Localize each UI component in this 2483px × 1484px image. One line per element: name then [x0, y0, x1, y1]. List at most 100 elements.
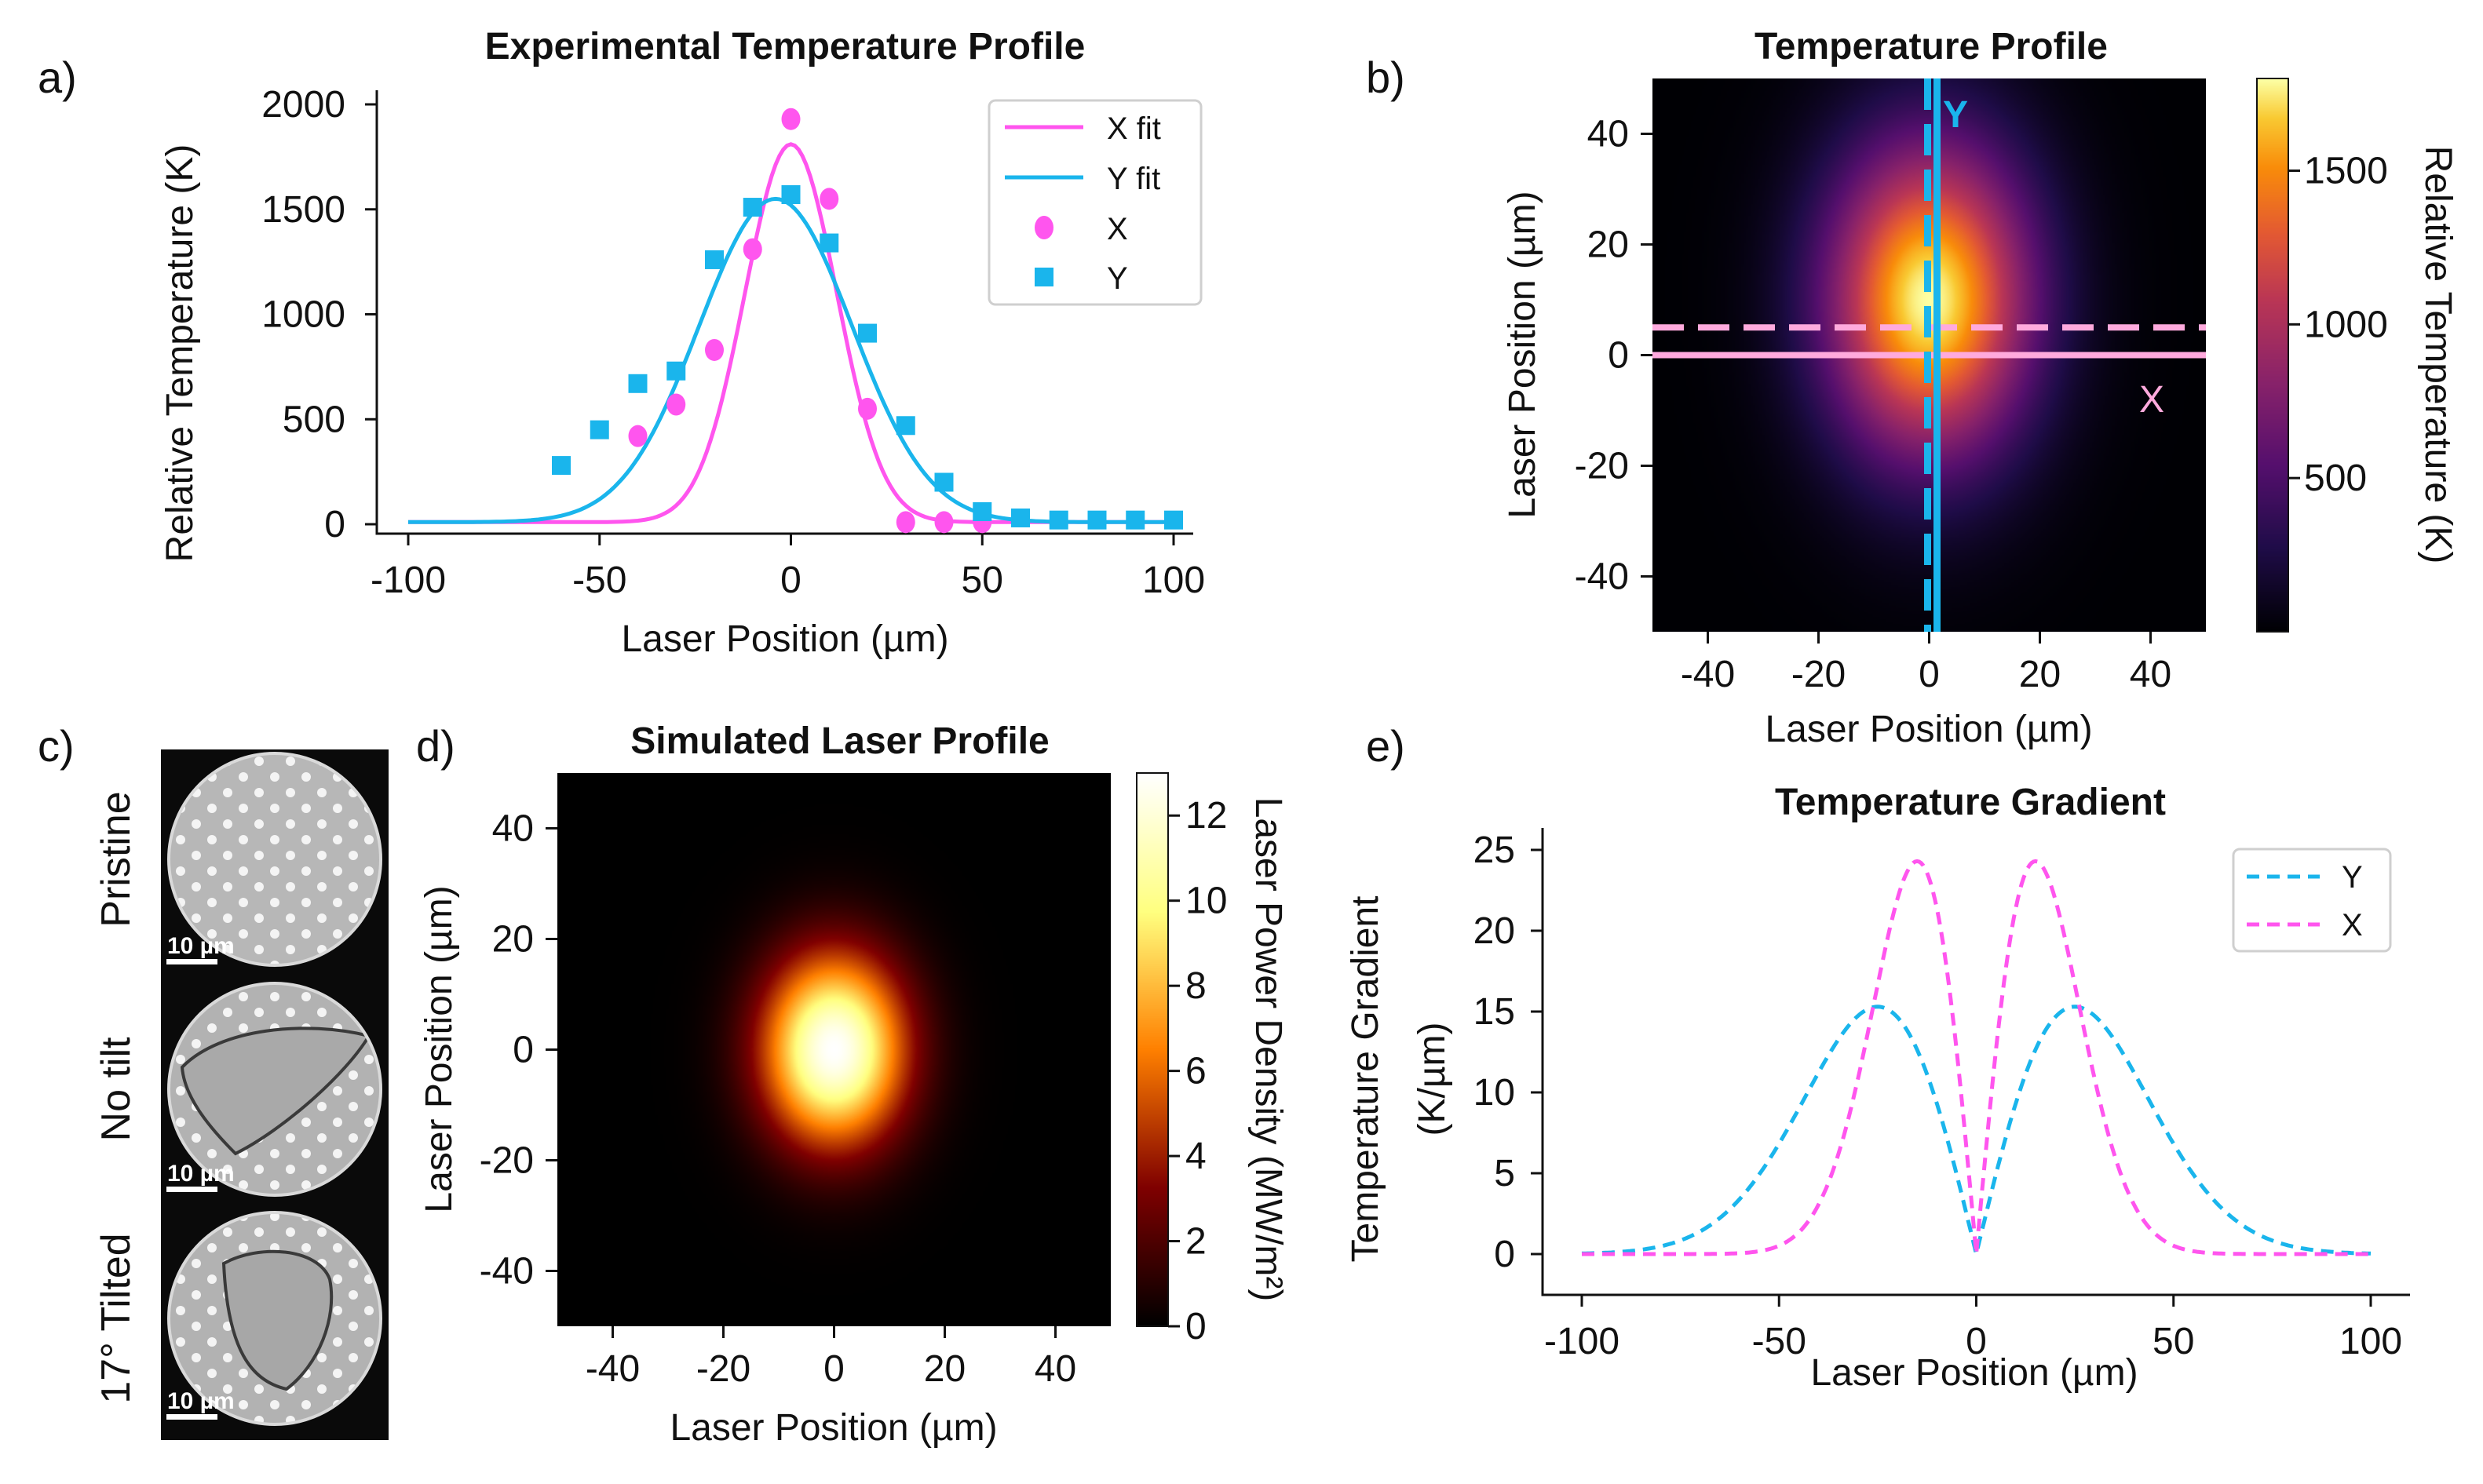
scale-bar-label-3: 10 µm — [167, 1388, 235, 1414]
panel-a-point-y — [1087, 510, 1107, 530]
panel-d-ytick-label: -20 — [480, 1140, 534, 1182]
legend-e-y-label: Y — [2342, 860, 2363, 895]
panel-d-chart: Simulated Laser Profile -40 -20 0 20 40 -40-… — [418, 720, 1289, 1449]
panel-e-legend-box — [2232, 848, 2392, 953]
panel-d-colorbar-tick-label: 0 — [1185, 1306, 1207, 1347]
micrograph-pristine-rim — [167, 752, 382, 967]
panel-d-xlabel: Laser Position (µm) — [670, 1407, 997, 1449]
panel-b-xtick-label: 20 — [2019, 654, 2061, 695]
panel-b-xtick-label: 40 — [2130, 654, 2171, 695]
panel-e-xtick-label: 100 — [2339, 1321, 2402, 1362]
panel-e-ytick-label: 0 — [1494, 1234, 1515, 1275]
panel-e-chart: Temperature Gradient -100 -50 0 50 100 0 5 10 1… — [1345, 782, 2410, 1394]
panel-e-ylabel-line1: Temperature Gradient — [1345, 896, 1386, 1263]
panel-a-point-y — [743, 198, 762, 217]
panel-a-point-y — [552, 456, 571, 476]
panel-a-point-y — [1164, 510, 1183, 530]
panel-a-xtick-label: 50 — [962, 560, 1003, 601]
panel-d-colorbar — [1137, 773, 1168, 1326]
panel-a-point-y — [1049, 510, 1068, 530]
panel-b-colorbar-tick-label: 1500 — [2304, 151, 2388, 192]
panel-e-ylabel-line2: (K/µm) — [1411, 1023, 1453, 1136]
panel-e-ytick-label: 15 — [1473, 991, 1515, 1033]
panel-a-xtick-label: -100 — [371, 560, 446, 601]
panel-a-xtick-label: 0 — [780, 560, 801, 601]
panel-b-xtick-label: -20 — [1791, 654, 1846, 695]
panel-d-colorbar-tick-label: 8 — [1185, 965, 1207, 1007]
panel-a-point-y — [1011, 508, 1030, 527]
panel-d-colorbar-tick-label: 4 — [1185, 1136, 1207, 1177]
panel-a-ytick-label: 0 — [324, 504, 345, 545]
panel-label-c: c) — [38, 721, 75, 771]
legend-e-x-label: X — [2342, 908, 2363, 943]
micrograph-no-tilt-crack — [180, 1026, 372, 1156]
panel-e-ytick-label: 20 — [1473, 910, 1515, 952]
panel-d-colorbar-frame — [1136, 772, 1169, 1327]
panel-a-point-x — [820, 188, 839, 210]
panel-b-colorbar-frame — [2256, 78, 2289, 633]
micrograph-pristine-holes — [169, 753, 381, 965]
panel-e-xlabel: Laser Position (µm) — [1810, 1352, 2138, 1394]
panel-a-point-y — [934, 472, 954, 492]
panel-d-xtick-label: 20 — [924, 1348, 966, 1390]
scale-bar-label-1: 10 µm — [167, 933, 235, 959]
scale-bar-2 — [166, 1187, 217, 1192]
panel-d-xtick-label: -20 — [696, 1348, 750, 1390]
panel-d-ytick-label: 20 — [492, 919, 534, 961]
panel-d-xtick-label: 0 — [823, 1348, 845, 1390]
panel-label-a: a) — [38, 53, 77, 102]
panel-a-point-y — [705, 250, 724, 269]
panel-a-point-x — [743, 238, 762, 261]
panel-b-chart: Temperature Profile Y X -40 -20 0 20 40 -40 -… — [1502, 26, 2459, 750]
panel-a-legend: X fit Y fit X Y — [988, 99, 1203, 306]
panel-b-ytick-label: 0 — [1608, 335, 1629, 377]
panel-a-ytick-label: 500 — [283, 399, 345, 440]
panel-label-d: d) — [416, 721, 455, 771]
panel-a-point-y — [896, 416, 915, 436]
panel-a-point-x — [858, 397, 877, 420]
panel-d-colorbar-tick-label: 2 — [1185, 1221, 1207, 1263]
panel-e-ytick-label: 10 — [1473, 1072, 1515, 1114]
legend-x-fit-label: X fit — [1107, 111, 1161, 146]
panel-e-legend: Y X — [2232, 848, 2392, 953]
panel-a-point-y — [973, 501, 992, 521]
panel-d-ytick-label: 40 — [492, 808, 534, 850]
panel-b-ytick-label: -40 — [1575, 556, 1629, 598]
micrograph-label-pristine: Pristine — [93, 791, 139, 927]
panel-a-xlabel: Laser Position (µm) — [621, 618, 948, 660]
panel-d-colorbar-tick-label: 6 — [1185, 1051, 1207, 1092]
panel-label-b: b) — [1366, 53, 1405, 102]
panel-a-legend-box — [988, 99, 1203, 306]
panel-a-point-x — [628, 425, 648, 447]
panel-a-point-y — [820, 233, 839, 253]
panel-a-point-x — [896, 511, 915, 534]
panel-c-micrographs: 10 µm 10 µm 10 µm Pristine No tilt 17° T… — [93, 749, 389, 1440]
panel-a-title: Experimental Temperature Profile — [485, 26, 1086, 67]
panel-d-title: Simulated Laser Profile — [630, 720, 1050, 762]
panel-a-point-y — [781, 185, 801, 205]
legend-y-fit-label: Y fit — [1107, 162, 1160, 196]
panel-b-colorbar-tick-label: 1000 — [2304, 304, 2388, 345]
panel-e-title: Temperature Gradient — [1775, 782, 2166, 823]
panel-a-ytick-label: 1500 — [261, 189, 345, 231]
panel-b-xtick-label: 0 — [1919, 654, 1940, 695]
panel-a-xtick-label: 100 — [1142, 560, 1205, 601]
panel-e-xtick-label: 50 — [2153, 1321, 2194, 1362]
panel-a-point-y — [666, 361, 686, 381]
panel-b-y-line-label: Y — [1943, 94, 1968, 136]
panel-b-title: Temperature Profile — [1755, 26, 2108, 67]
micrograph-no-tilt-rim — [167, 982, 382, 1197]
panel-b-xlabel: Laser Position (µm) — [1765, 709, 2092, 750]
panel-a-point-y — [858, 323, 877, 343]
panel-d-xtick-label: 40 — [1035, 1348, 1076, 1390]
micrograph-no-tilt — [167, 982, 382, 1197]
panel-d-ylabel: Laser Position (µm) — [418, 885, 460, 1212]
panel-d-heatmap — [557, 773, 1111, 1326]
panel-b-colorbar — [2257, 78, 2288, 632]
panel-e-xtick-label: -100 — [1544, 1321, 1619, 1362]
panel-a-chart: Experimental Temperature Profile -100 -50… — [159, 26, 1205, 660]
panel-b-x-line-label: X — [2139, 379, 2164, 421]
micrograph-tilted — [167, 1211, 382, 1426]
panel-a-ylabel: Relative Temperature (K) — [159, 144, 201, 563]
